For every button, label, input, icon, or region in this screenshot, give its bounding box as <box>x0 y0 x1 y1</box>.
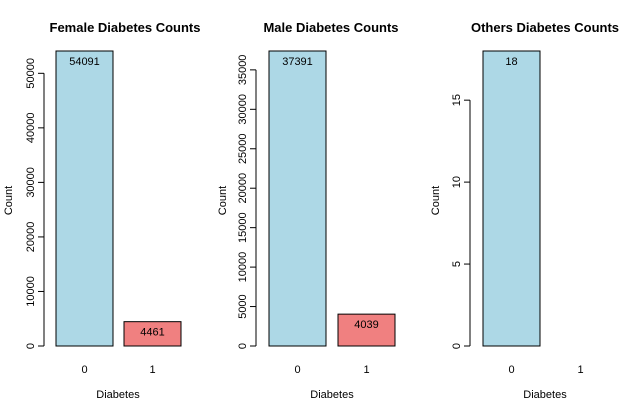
y-tick-label: 10000 <box>25 276 37 307</box>
y-tick-label: 5000 <box>237 294 249 318</box>
y-tick-label: 35000 <box>237 55 249 86</box>
bar-0 <box>268 50 327 347</box>
chart-panel-1: Female Diabetes Counts 0 10000 20000 30000 40… <box>3 20 201 401</box>
bar-1 <box>337 313 396 347</box>
chart-title: Male Diabetes Counts <box>263 20 398 35</box>
y-tick-label: 0 <box>451 343 463 349</box>
bar-value-label: 4039 <box>354 319 378 331</box>
chart-title: Female Diabetes Counts <box>50 20 201 35</box>
y-tick-label: 15 <box>451 94 463 106</box>
y-tick-label: 10000 <box>237 252 249 283</box>
y-tick-label: 30000 <box>237 94 249 125</box>
y-axis-title: Count <box>3 186 15 215</box>
bar-0 <box>482 50 541 347</box>
bar-value-label: 37391 <box>282 56 313 68</box>
x-axis-title: Diabetes <box>310 389 354 401</box>
y-tick-label: 40000 <box>25 113 37 144</box>
x-tick-label: 1 <box>577 364 583 376</box>
x-axis-title: Diabetes <box>523 389 567 401</box>
y-tick-label: 20000 <box>25 222 37 253</box>
y-tick-label: 5 <box>451 261 463 267</box>
bar-1 <box>123 321 182 347</box>
y-tick-label: 50000 <box>25 58 37 89</box>
y-tick-label: 30000 <box>25 167 37 198</box>
bar-value-label: 54091 <box>69 56 100 68</box>
chart-panel-2: Male Diabetes Counts 0 5000 10000 15000 20000… <box>217 20 399 401</box>
bar-value-label: 4461 <box>140 327 164 339</box>
y-tick-label: 15000 <box>237 212 249 243</box>
bar-value-label: 18 <box>505 56 517 68</box>
y-tick-label: 25000 <box>237 133 249 164</box>
bar-0 <box>55 50 114 347</box>
y-tick-label: 0 <box>237 343 249 349</box>
x-tick-label: 1 <box>363 364 369 376</box>
y-tick-label: 10 <box>451 176 463 188</box>
chart-panel-3: Others Diabetes Counts 0 5 10 15 Count 18 0 1 Dia… <box>430 20 619 401</box>
x-tick-label: 0 <box>508 364 514 376</box>
y-tick-label: 20000 <box>237 173 249 204</box>
x-tick-label: 0 <box>81 364 87 376</box>
x-tick-label: 1 <box>149 364 155 376</box>
y-axis-title: Count <box>430 186 442 215</box>
chart-title: Others Diabetes Counts <box>471 20 619 35</box>
x-tick-label: 0 <box>294 364 300 376</box>
x-axis-title: Diabetes <box>96 389 140 401</box>
y-tick-label: 0 <box>25 343 37 349</box>
y-axis-title: Count <box>217 186 229 215</box>
